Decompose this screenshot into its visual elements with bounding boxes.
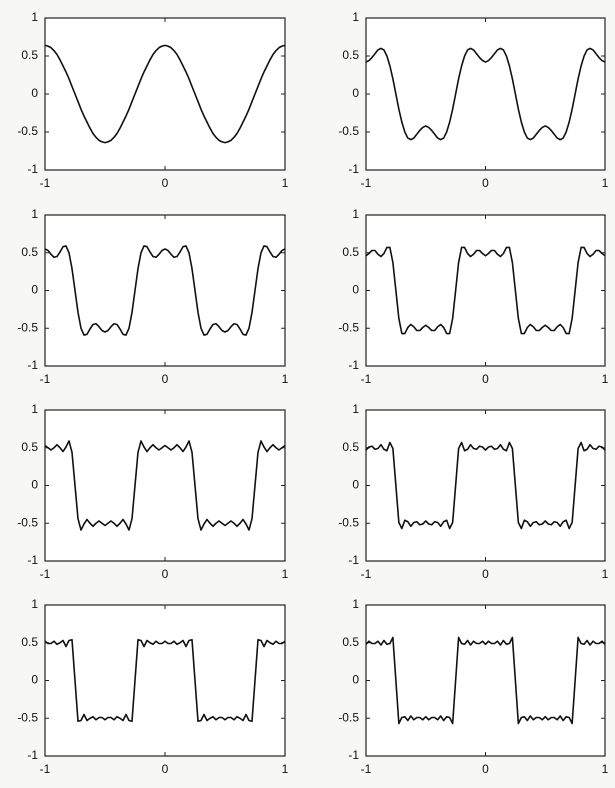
y-tick-label: 0.5 xyxy=(342,245,359,259)
x-tick-label: -1 xyxy=(361,372,372,386)
curve xyxy=(44,44,286,144)
y-tick-label: 0 xyxy=(352,86,359,100)
y-tick-label: -1 xyxy=(348,162,359,176)
y-tick-label: 0 xyxy=(31,673,38,687)
y-tick-label: 0.5 xyxy=(21,440,38,454)
y-tick-label: -0.5 xyxy=(338,515,359,529)
y-tick-label: 0.5 xyxy=(21,245,38,259)
plot-frame xyxy=(365,214,606,367)
y-tick-label: 0 xyxy=(352,283,359,297)
y-tick-label: 1 xyxy=(352,402,359,416)
y-tick-label: 0 xyxy=(31,478,38,492)
y-tick-label: 0.5 xyxy=(21,48,38,62)
x-tick-label: -1 xyxy=(361,762,372,776)
x-tick-label: 1 xyxy=(282,176,289,190)
panel: -1 -0.5 0 0.5 1 -1 0 1 xyxy=(338,402,608,581)
y-tick-label: 1 xyxy=(31,597,38,611)
plot-frame xyxy=(44,604,286,757)
panel: -1 -0.5 0 0.5 1 -1 0 1 xyxy=(338,207,608,386)
y-tick-label: 1 xyxy=(31,207,38,221)
y-tick-label: -1 xyxy=(348,358,359,372)
y-tick-label: -0.5 xyxy=(17,124,38,138)
y-tick-label: 0.5 xyxy=(342,635,359,649)
x-tick-label: 0 xyxy=(162,567,169,581)
y-tick-label: -0.5 xyxy=(17,515,38,529)
y-tick-label: 1 xyxy=(352,10,359,24)
y-tick-label: -0.5 xyxy=(338,710,359,724)
curve xyxy=(44,638,286,723)
x-tick-label: 0 xyxy=(482,176,489,190)
plot-frame xyxy=(365,604,606,757)
plot-frame xyxy=(44,214,286,367)
x-tick-label: -1 xyxy=(361,567,372,581)
y-tick-label: -1 xyxy=(27,553,38,567)
x-tick-label: -1 xyxy=(40,762,51,776)
plot-frame xyxy=(44,409,286,562)
y-tick-label: 1 xyxy=(31,402,38,416)
panel: -1 -0.5 0 0.5 1 -1 0 1 xyxy=(17,207,288,386)
y-tick-label: -0.5 xyxy=(17,320,38,334)
y-tick-label: 0.5 xyxy=(21,635,38,649)
x-tick-label: -1 xyxy=(40,372,51,386)
panel: -1 -0.5 0 0.5 1 -1 0 1 xyxy=(338,10,608,190)
x-tick-label: 1 xyxy=(282,567,289,581)
x-tick-label: 0 xyxy=(482,372,489,386)
y-tick-label: -1 xyxy=(27,358,38,372)
x-tick-label: 1 xyxy=(602,176,609,190)
y-tick-label: -0.5 xyxy=(338,124,359,138)
x-tick-label: 0 xyxy=(162,176,169,190)
panel: -1 -0.5 0 0.5 1 -1 0 1 xyxy=(17,402,288,581)
curve xyxy=(365,441,606,530)
x-tick-label: 1 xyxy=(602,372,609,386)
x-tick-label: -1 xyxy=(361,176,372,190)
y-tick-label: -0.5 xyxy=(338,320,359,334)
x-tick-label: -1 xyxy=(40,567,51,581)
y-tick-label: 1 xyxy=(31,10,38,24)
y-tick-label: 0 xyxy=(352,478,359,492)
curve xyxy=(44,440,286,531)
y-tick-label: 0.5 xyxy=(342,48,359,62)
curve xyxy=(44,245,286,336)
x-tick-label: -1 xyxy=(40,176,51,190)
x-tick-label: 1 xyxy=(282,372,289,386)
plot-frame xyxy=(44,17,286,171)
x-tick-label: 1 xyxy=(282,762,289,776)
panel: -1 -0.5 0 0.5 1 -1 0 1 xyxy=(17,597,288,776)
y-tick-label: 0 xyxy=(352,673,359,687)
x-tick-label: 0 xyxy=(482,567,489,581)
x-tick-label: 0 xyxy=(162,762,169,776)
y-tick-label: -1 xyxy=(27,748,38,762)
y-tick-label: 1 xyxy=(352,597,359,611)
x-tick-label: 0 xyxy=(162,372,169,386)
x-tick-label: 1 xyxy=(602,567,609,581)
curve xyxy=(365,47,606,141)
y-tick-label: -1 xyxy=(27,162,38,176)
plot-frame xyxy=(365,409,606,562)
plot-frame xyxy=(365,17,606,171)
y-tick-label: -0.5 xyxy=(17,710,38,724)
y-tick-label: 0.5 xyxy=(342,440,359,454)
curve xyxy=(365,636,606,725)
y-tick-label: 0 xyxy=(31,283,38,297)
y-tick-label: 1 xyxy=(352,207,359,221)
curve xyxy=(365,246,606,335)
y-tick-label: -1 xyxy=(348,748,359,762)
y-tick-label: -1 xyxy=(348,553,359,567)
panel: -1 -0.5 0 0.5 1 -1 0 1 xyxy=(338,597,608,776)
x-tick-label: 0 xyxy=(482,762,489,776)
y-tick-label: 0 xyxy=(31,86,38,100)
panel: -1 -0.5 0 0.5 1 -1 0 1 xyxy=(17,10,288,190)
x-tick-label: 1 xyxy=(602,762,609,776)
